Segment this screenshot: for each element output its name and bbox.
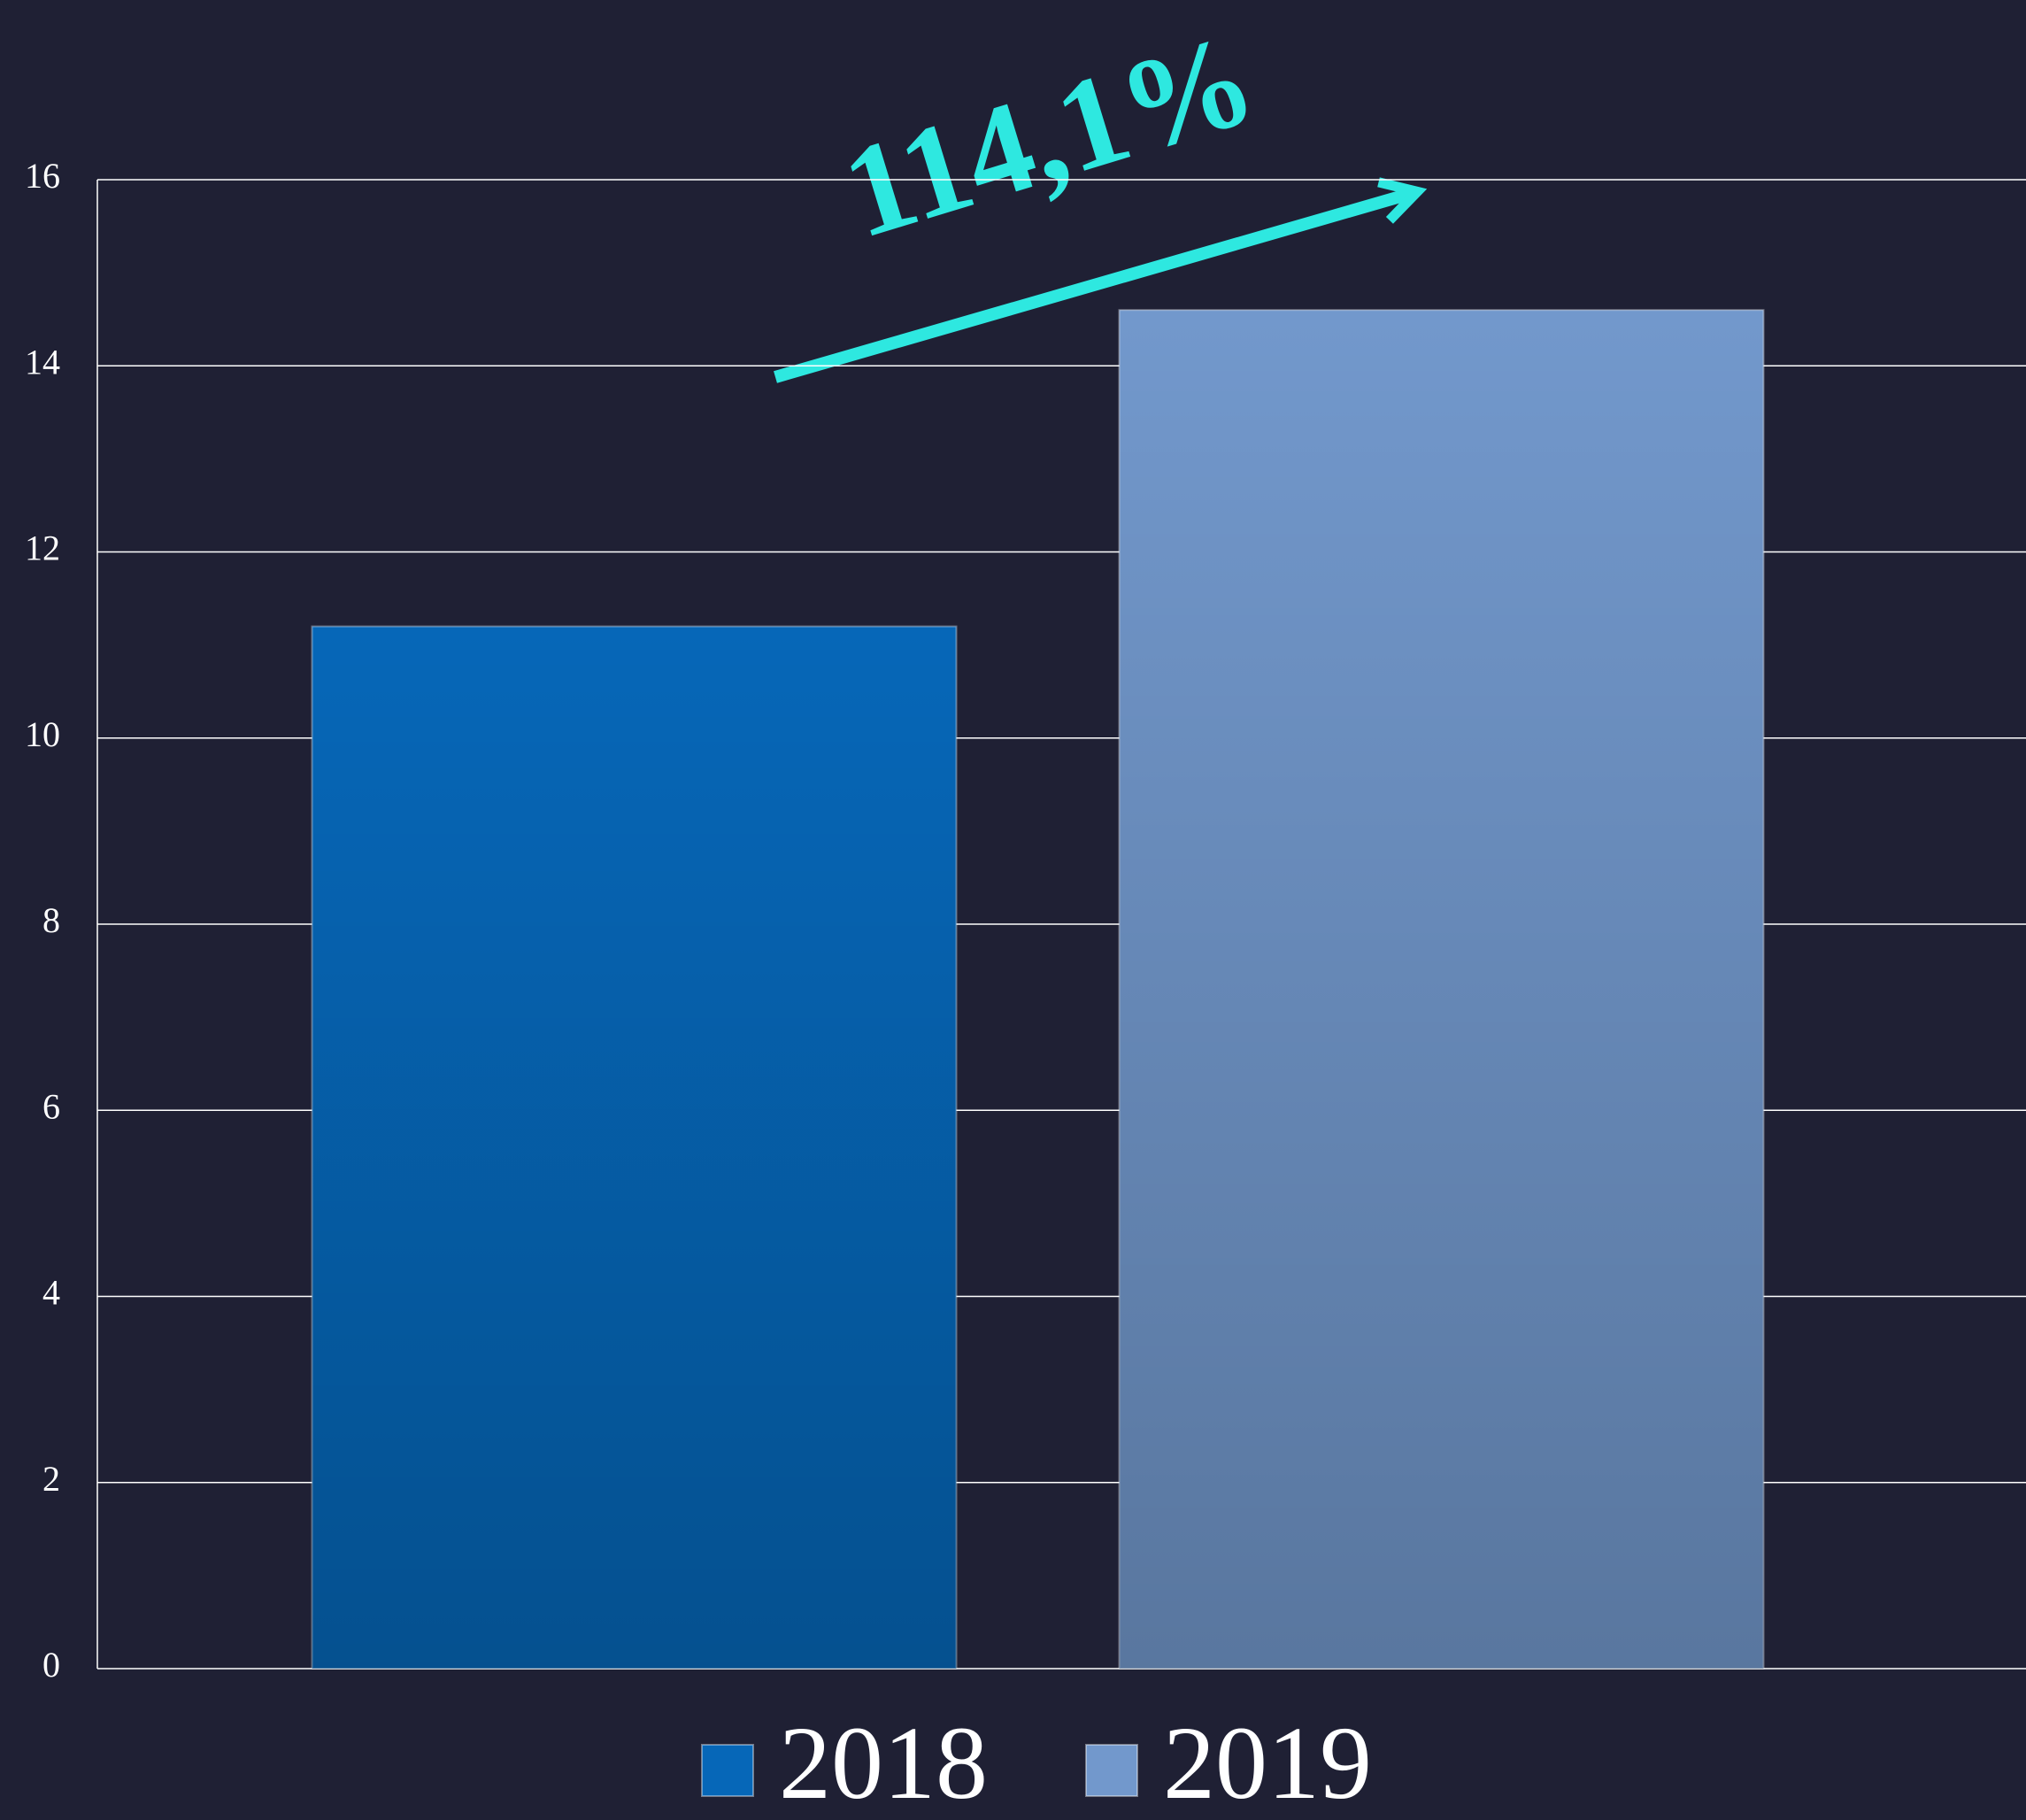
y-tick-label: 12 (25, 528, 60, 568)
y-tick-label: 2 (42, 1459, 60, 1499)
bar-shade (1119, 310, 1764, 1669)
legend-label: 2019 (1163, 1705, 1372, 1820)
y-tick-label: 8 (42, 900, 60, 940)
legend-swatch (1085, 1744, 1138, 1797)
legend-swatch (701, 1744, 754, 1797)
y-tick-label: 0 (42, 1645, 60, 1685)
bar-shade (312, 626, 957, 1669)
legend-label: 2018 (779, 1705, 988, 1820)
trend-arrow (774, 177, 1428, 383)
y-tick-label: 16 (25, 156, 60, 196)
y-tick-label: 14 (25, 342, 60, 382)
y-tick-label: 10 (25, 714, 60, 754)
y-tick-label: 4 (42, 1273, 60, 1313)
y-tick-label: 6 (42, 1086, 60, 1126)
